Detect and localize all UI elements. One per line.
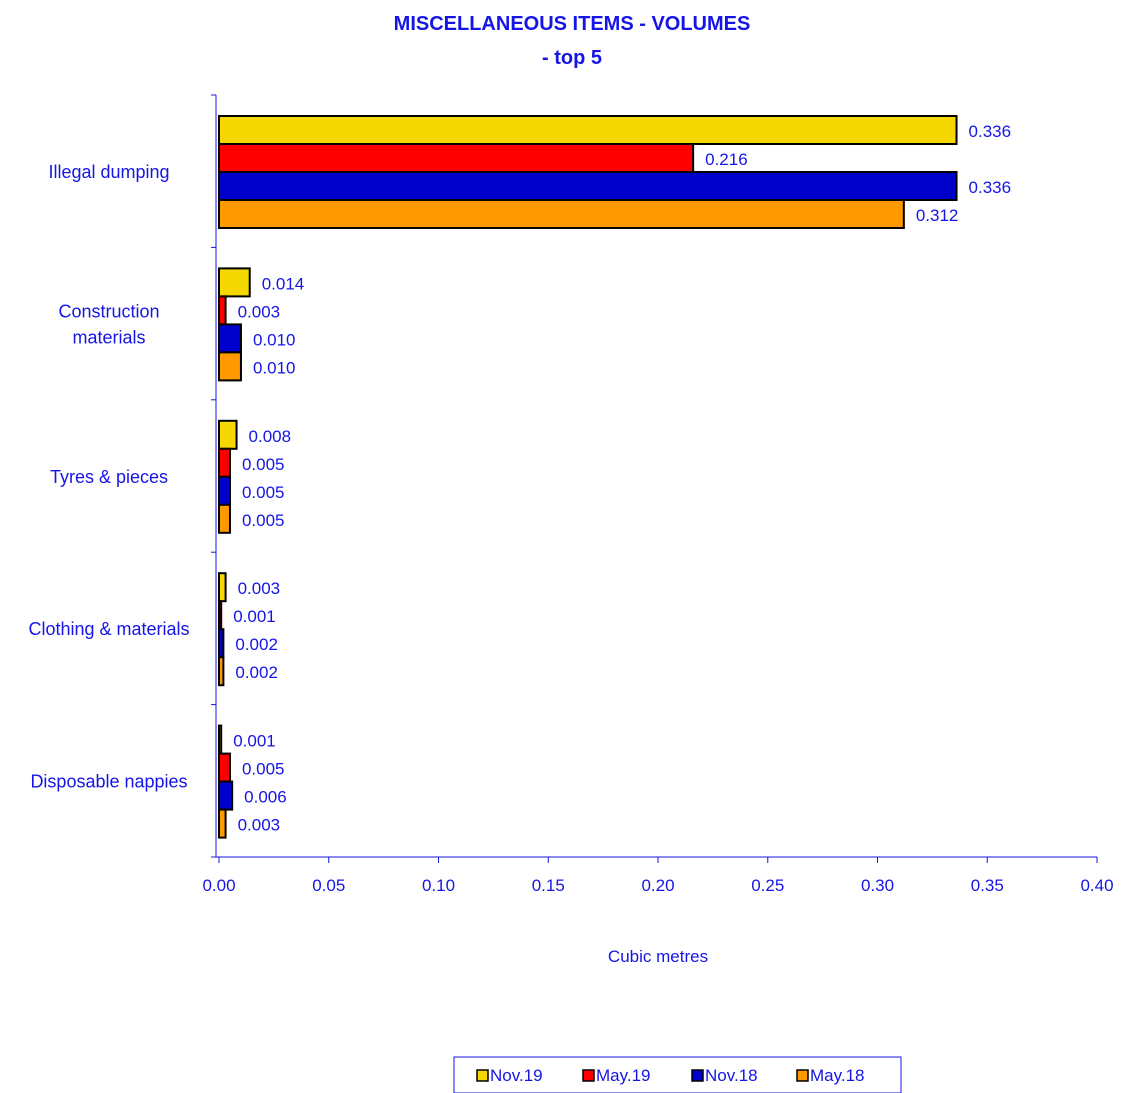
- legend-label: May.19: [596, 1066, 651, 1085]
- data-label: 0.312: [916, 206, 959, 225]
- category-label: materials: [72, 327, 145, 347]
- data-label: 0.002: [235, 663, 278, 682]
- bar: [218, 115, 958, 145]
- data-label: 0.005: [242, 483, 285, 502]
- legend-box: [453, 1056, 902, 1093]
- data-label: 0.010: [253, 358, 296, 377]
- data-label: 0.003: [238, 579, 281, 598]
- category-label: Construction: [58, 301, 159, 321]
- category-label: Clothing & materials: [28, 619, 189, 639]
- chart-subtitle: - top 5: [542, 47, 602, 69]
- x-tick-label: 0.00: [202, 876, 235, 895]
- data-label: 0.005: [242, 455, 285, 474]
- x-tick-label: 0.25: [751, 876, 784, 895]
- data-label: 0.014: [262, 274, 305, 293]
- data-label: 0.336: [969, 122, 1012, 141]
- bar: [218, 475, 231, 506]
- data-label: 0.336: [969, 178, 1012, 197]
- bar: [218, 656, 225, 687]
- bar: [218, 419, 238, 450]
- category-label: Tyres & pieces: [50, 467, 168, 487]
- x-axis-title: Cubic metres: [608, 947, 708, 966]
- legend-swatch: [796, 1069, 809, 1082]
- bar: [218, 447, 231, 478]
- data-label: 0.010: [253, 330, 296, 349]
- x-tick-label: 0.10: [422, 876, 455, 895]
- legend-label: Nov.19: [490, 1066, 543, 1085]
- axes: [211, 94, 1098, 863]
- x-tick-label: 0.30: [861, 876, 894, 895]
- bars: [218, 115, 958, 839]
- bar: [218, 572, 227, 603]
- data-label: 0.005: [242, 511, 285, 530]
- x-tick-label: 0.05: [312, 876, 345, 895]
- bar: [218, 724, 223, 755]
- legend-label: May.18: [810, 1066, 865, 1085]
- data-label: 0.008: [249, 427, 292, 446]
- chart-title: MISCELLANEOUS ITEMS - VOLUMES: [394, 13, 751, 35]
- legend-swatch: [582, 1069, 595, 1082]
- legend-label: Nov.18: [705, 1066, 758, 1085]
- bar: [218, 323, 242, 354]
- category-label: Disposable nappies: [30, 772, 187, 792]
- bar: [218, 295, 227, 326]
- data-label: 0.003: [238, 816, 281, 835]
- data-label: 0.001: [233, 607, 276, 626]
- bar: [218, 600, 223, 631]
- data-labels: 0.336 0.216 0.336 0.312 0.014 0.003 0.010 0.010…: [233, 122, 1011, 835]
- category-label: Illegal dumping: [48, 162, 169, 182]
- legend-swatch: [691, 1069, 704, 1082]
- data-label: 0.001: [233, 732, 276, 751]
- data-label: 0.216: [705, 150, 748, 169]
- bar: [218, 503, 231, 534]
- bar: [218, 351, 242, 382]
- category-labels: Illegal dumping Construction materials Tyre…: [28, 162, 189, 792]
- legend: Nov.19 May.19 Nov.18 May.18: [453, 1056, 902, 1093]
- bar: [218, 808, 227, 839]
- bar: [218, 143, 695, 173]
- bar: [218, 171, 958, 201]
- x-tick-label: 0.40: [1080, 876, 1113, 895]
- bar: [218, 267, 251, 298]
- data-label: 0.005: [242, 760, 285, 779]
- bar: [218, 628, 225, 659]
- data-label: 0.006: [244, 788, 287, 807]
- bar: [218, 780, 234, 811]
- x-tick-label: 0.15: [532, 876, 565, 895]
- data-label: 0.002: [235, 635, 278, 654]
- x-tick-labels: 0.00 0.05 0.10 0.15 0.20 0.25 0.30 0.35 0.40: [202, 876, 1113, 895]
- x-tick-label: 0.20: [641, 876, 674, 895]
- bar: [218, 199, 905, 229]
- data-label: 0.003: [238, 302, 281, 321]
- x-tick-label: 0.35: [971, 876, 1004, 895]
- legend-swatch: [476, 1069, 489, 1082]
- bar: [218, 752, 231, 783]
